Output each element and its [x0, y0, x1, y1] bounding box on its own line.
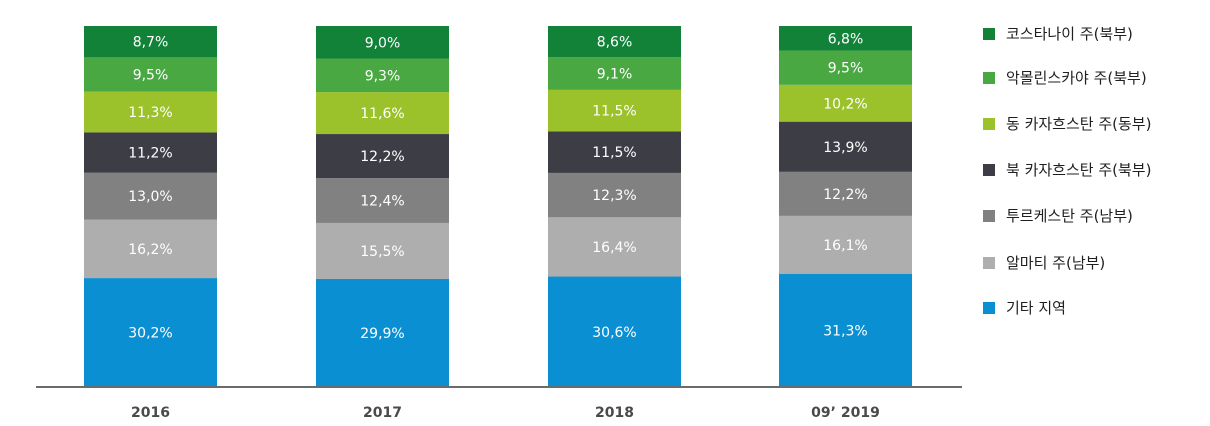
legend-label: 투르케스탄 주(남부) [1006, 207, 1133, 225]
data-label: 12,2% [823, 187, 867, 203]
bar-segment [548, 57, 681, 90]
data-label: 9,0% [365, 35, 401, 51]
data-label: 16,4% [592, 240, 636, 256]
bar-segment [548, 276, 681, 387]
data-label: 11,3% [128, 105, 172, 121]
bar-segment [84, 172, 217, 220]
bar-segment [316, 178, 449, 223]
data-label: 11,6% [360, 106, 404, 122]
bar-segment [779, 274, 912, 387]
data-label: 30,6% [592, 325, 636, 341]
legend-label: 북 카자흐스탄 주(북부) [1006, 161, 1151, 179]
data-label: 30,2% [128, 326, 172, 342]
legend-swatch [983, 210, 995, 222]
bar-stack-1: 30,2% 16,2% 13,0% 11,2% 11,3% 9,5% 8,7% [84, 26, 217, 387]
bar-stack-2: 29,9% 15,5% 12,4% 12,2% 11,6% 9,3% 9,0% [316, 26, 449, 387]
bar-segment [316, 134, 449, 179]
legend-item: 알마티 주(남부) [983, 254, 1105, 272]
data-label: 12,3% [592, 188, 636, 204]
data-label: 8,7% [133, 35, 169, 51]
legend-label: 기타 지역 [1006, 299, 1066, 317]
bar-segment [84, 57, 217, 92]
data-label: 11,5% [592, 104, 636, 120]
bar-segment [84, 132, 217, 173]
legend: 코스타나이 주(북부) 악몰린스카야 주(북부) 동 카자흐스탄 주(동부) 북 카자… [983, 25, 1151, 317]
data-label: 13,0% [128, 189, 172, 205]
legend-label: 알마티 주(남부) [1006, 254, 1105, 272]
bar-segment [316, 278, 449, 387]
bar-segment [84, 278, 217, 387]
legend-label: 동 카자흐스탄 주(동부) [1006, 115, 1151, 133]
x-tick-label: 2018 [595, 405, 634, 421]
data-label: 9,1% [597, 66, 633, 82]
data-label: 16,2% [128, 242, 172, 258]
data-label: 11,2% [128, 146, 172, 162]
bar-segment [548, 26, 681, 58]
x-tick-label: 2016 [131, 405, 170, 421]
legend-item: 악몰린스카야 주(북부) [983, 69, 1147, 87]
bar-segment [316, 222, 449, 279]
bar-segment [84, 219, 217, 279]
data-label: 6,8% [828, 31, 864, 47]
bar-segment [548, 89, 681, 132]
bar-segment [548, 217, 681, 277]
legend-label: 코스타나이 주(북부) [1006, 25, 1133, 43]
legend-swatch [983, 257, 995, 269]
data-label: 9,5% [133, 68, 169, 84]
legend-label: 악몰린스카야 주(북부) [1006, 69, 1147, 87]
data-label: 12,2% [360, 149, 404, 165]
data-label: 31,3% [823, 324, 867, 340]
bar-segment [316, 26, 449, 59]
bar-segment [779, 50, 912, 85]
legend-swatch [983, 28, 995, 40]
bar-segment [548, 172, 681, 218]
legend-item: 투르케스탄 주(남부) [983, 207, 1133, 225]
bars-layer: 30,2% 16,2% 13,0% 11,2% 11,3% 9,5% 8,7% 29,9% 15… [84, 26, 912, 387]
data-label: 9,3% [365, 68, 401, 84]
data-label: 13,9% [823, 140, 867, 156]
bar-segment [548, 131, 681, 173]
data-label: 15,5% [360, 244, 404, 260]
legend-item: 북 카자흐스탄 주(북부) [983, 161, 1151, 179]
legend-swatch [983, 72, 995, 84]
data-label: 29,9% [360, 326, 404, 342]
bar-segment [316, 92, 449, 135]
x-tick-label: 2017 [363, 405, 402, 421]
legend-swatch [983, 164, 995, 176]
bar-stack-4: 31,3% 16,1% 12,2% 13,9% 10,2% 9,5% 6,8% [779, 26, 912, 387]
bar-segment [84, 26, 217, 58]
data-label: 11,5% [592, 145, 636, 161]
bar-segment [84, 91, 217, 133]
data-label: 10,2% [823, 96, 867, 112]
bar-segment [779, 121, 912, 172]
data-label: 9,5% [828, 61, 864, 77]
legend-swatch [983, 302, 995, 314]
bar-segment [779, 84, 912, 122]
bar-segment [779, 26, 912, 51]
legend-swatch [983, 118, 995, 130]
bar-stack-3: 30,6% 16,4% 12,3% 11,5% 11,5% 9,1% 8,6% [548, 26, 681, 387]
legend-item: 코스타나이 주(북부) [983, 25, 1133, 43]
legend-item: 기타 지역 [983, 299, 1066, 317]
x-axis-ticks: 2016 2017 2018 09’ 2019 [131, 405, 880, 421]
bar-segment [779, 215, 912, 275]
data-label: 16,1% [823, 238, 867, 254]
legend-item: 동 카자흐스탄 주(동부) [983, 115, 1151, 133]
data-label: 12,4% [360, 194, 404, 210]
bar-segment [779, 171, 912, 216]
x-tick-label: 09’ 2019 [811, 405, 880, 421]
data-label: 8,6% [597, 35, 633, 51]
bar-segment [316, 58, 449, 93]
